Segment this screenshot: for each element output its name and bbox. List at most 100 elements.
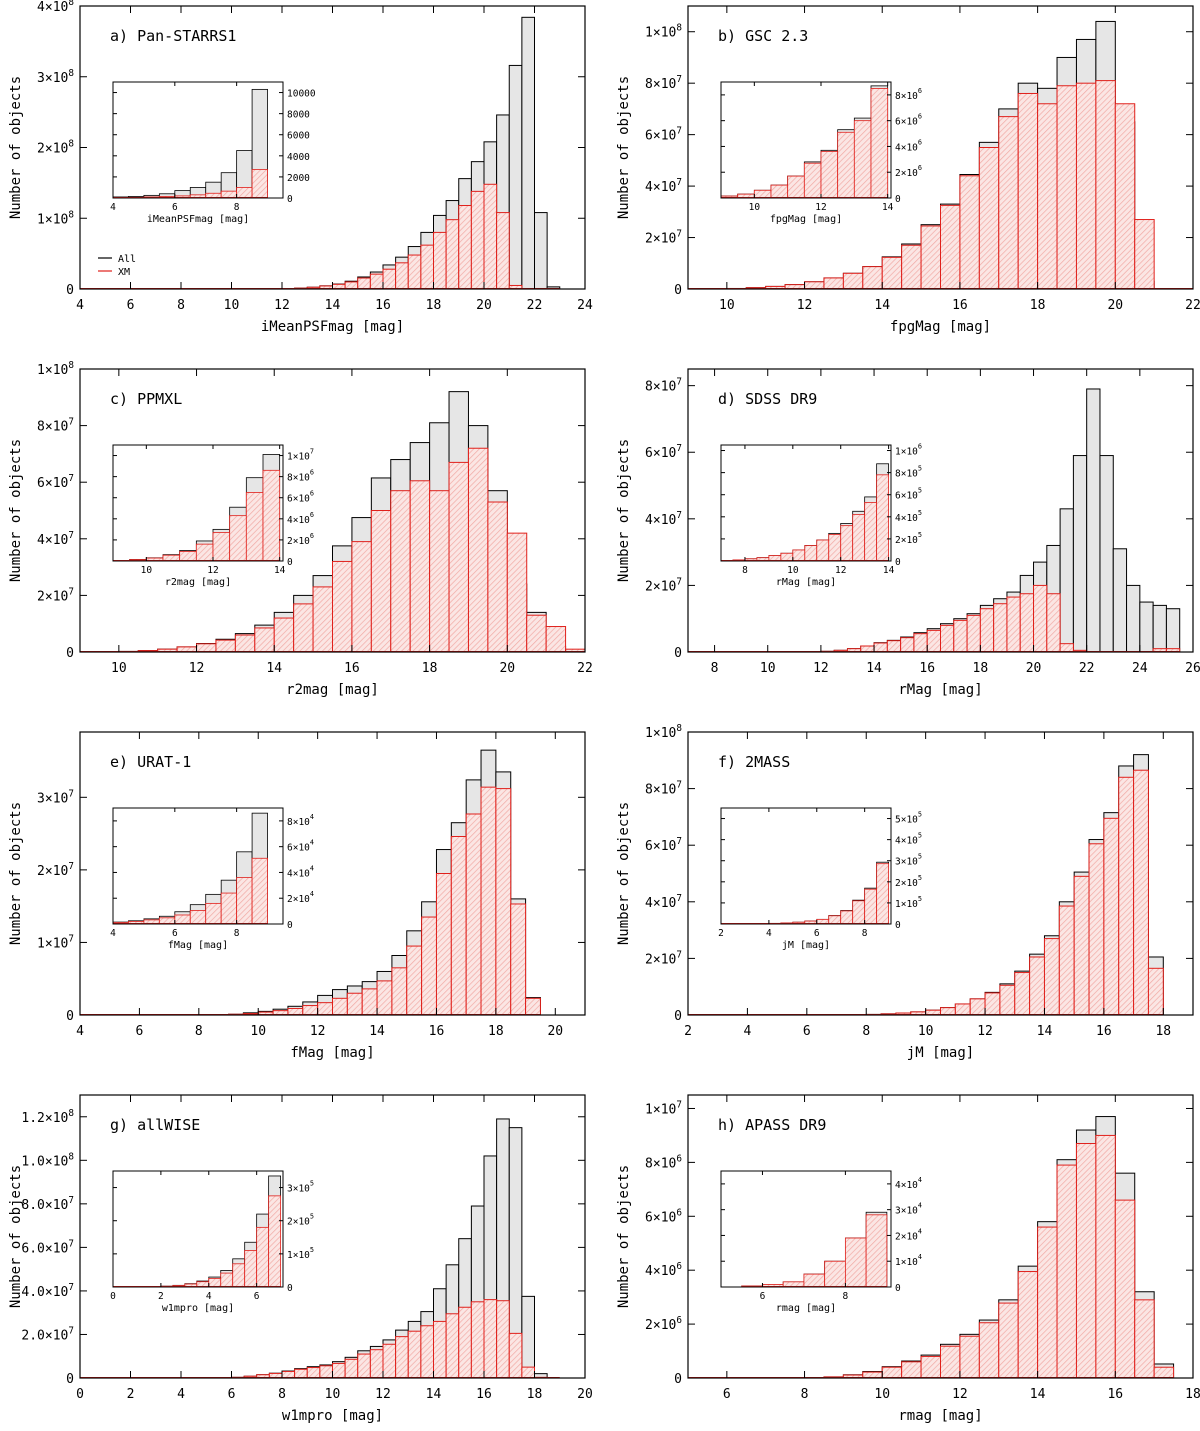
bar-xm-32 [483, 183, 498, 290]
inset-bar-xm-8 [236, 187, 253, 199]
bar-xm-11 [293, 603, 314, 653]
inset-x-tick-label: 6 [814, 928, 820, 939]
inset-plot-frame [112, 444, 284, 562]
inset-y-tick-label: 2×104 [895, 1227, 922, 1242]
bar-xm-17 [294, 1368, 308, 1379]
inset-bar-xm-6 [865, 1214, 888, 1288]
x-axis-label: iMeanPSFmag [mag] [261, 319, 404, 335]
bar-xm-24 [1153, 1366, 1175, 1379]
bar-xm-20 [376, 980, 393, 1016]
bar-xm-30 [525, 997, 541, 1016]
bar-xm-23 [526, 614, 547, 653]
x-tick-label: 12 [310, 1024, 326, 1039]
bar-xm-26 [465, 813, 482, 1016]
x-tick-label: 16 [375, 298, 391, 313]
bar-all-29 [1072, 455, 1088, 653]
y-tick-label: 0 [674, 646, 682, 661]
y-tick-label: 0 [674, 1372, 682, 1387]
bar-xm-26 [1073, 875, 1090, 1016]
bar-xm-22 [1014, 972, 1031, 1016]
inset-bar-xm-9 [262, 469, 281, 562]
inset-plot-frame [720, 1170, 892, 1288]
inset-y-tick-label: 6000 [287, 131, 310, 142]
inset-y-tick-label: 2×105 [895, 531, 922, 546]
x-tick-label: 22 [577, 661, 593, 676]
x-tick-label: 12 [952, 1387, 968, 1402]
x-tick-label: 14 [266, 661, 282, 676]
x-tick-label: 10 [325, 1387, 341, 1402]
bar-xm-21 [1095, 1134, 1116, 1379]
inset-y-tick-label: 2×106 [895, 164, 922, 179]
inset-y-tick-label: 4×106 [287, 511, 314, 526]
inset-bar-xm-11 [852, 514, 866, 562]
inset-bar-xm-9 [870, 88, 889, 199]
y-tick-label: 4×107 [645, 510, 682, 528]
plot-frame [687, 731, 1194, 1016]
inset-bar-xm-8 [245, 492, 264, 562]
inset-x-tick-label: 4 [766, 928, 772, 939]
bar-xm-21 [487, 501, 508, 653]
panel-title: f) 2MASS [718, 753, 790, 771]
bar-xm-15 [302, 1005, 319, 1016]
bar-xm-19 [361, 988, 378, 1016]
bar-xm-28 [1059, 643, 1074, 653]
x-tick-label: 16 [1096, 1024, 1112, 1039]
bar-xm-25 [395, 1336, 409, 1379]
y-tick-label: 6×107 [645, 836, 682, 854]
inset-y-tick-label: 0 [287, 557, 293, 568]
bar-all-36 [534, 212, 548, 290]
bar-xm-17 [1017, 92, 1039, 290]
inset-x-tick-label: 6 [172, 928, 178, 939]
inset-y-tick-label: 4×106 [895, 138, 922, 153]
inset-plot-frame [720, 81, 892, 199]
x-tick-label: 12 [274, 298, 290, 313]
bar-xm-25 [1019, 593, 1035, 653]
bar-xm-33 [496, 1300, 510, 1379]
bar-xm-27 [1046, 593, 1061, 653]
inset-bar-xm-5 [189, 910, 207, 925]
bar-xm-18 [346, 992, 363, 1016]
inset-bar-xm-11 [244, 1250, 258, 1288]
y-tick-label: 0 [66, 1009, 74, 1024]
y-tick-label: 8×107 [37, 417, 74, 435]
bar-xm-10 [881, 1366, 903, 1379]
inset-x-tick-label: 2 [158, 1291, 164, 1302]
inset-x-tick-label: 14 [274, 565, 286, 576]
bar-xm-27 [420, 244, 434, 290]
inset-bar-xm-5 [803, 162, 822, 199]
x-tick-label: 18 [1185, 1387, 1200, 1402]
plot-frame [687, 5, 1194, 290]
x-tick-label: 8 [177, 298, 185, 313]
x-tick-label: 18 [422, 661, 438, 676]
x-tick-label: 0 [76, 1387, 84, 1402]
bar-xm-28 [1103, 817, 1120, 1016]
bar-all-35 [521, 16, 535, 290]
inset-x-tick-label: 6 [172, 202, 178, 213]
plot-frame [687, 368, 1194, 653]
y-tick-label: 4×107 [37, 530, 74, 548]
inset-histogram: 6 8 0 1×104 2×104 3×104 4×104 rmag [mag] [720, 1170, 922, 1314]
inset-bar-xm-13 [876, 474, 890, 562]
legend-label-xm: XM [118, 267, 130, 278]
bar-xm-15 [978, 147, 1000, 290]
bar-xm-27 [480, 786, 497, 1016]
bar-xm-19 [1056, 1164, 1077, 1379]
inset-bar-xm-8 [236, 877, 253, 925]
y-tick-label: 0 [674, 1009, 682, 1024]
x-tick-label: 14 [1037, 1024, 1053, 1039]
inset-x-tick-label: 8 [742, 565, 748, 576]
y-axis-label: Number of objects [8, 439, 24, 582]
inset-bar-xm-13 [268, 1195, 282, 1288]
inset-plot-frame [720, 444, 892, 562]
inset-bar-xm-7 [837, 131, 855, 199]
inset-x-tick-label: 10 [749, 202, 761, 213]
inset-x-tick-label: 6 [760, 1291, 766, 1302]
bar-xm-21 [999, 984, 1016, 1016]
bar-all-32 [1112, 548, 1128, 653]
inset-histogram: 10 12 140 2×106 4×106 6×106 8×106 fpgMag [mag] [720, 81, 922, 225]
x-tick-label: 16 [952, 298, 968, 313]
x-tick-label: 14 [866, 661, 882, 676]
bar-xm-13 [332, 560, 353, 653]
y-tick-label: 3×107 [37, 788, 74, 806]
